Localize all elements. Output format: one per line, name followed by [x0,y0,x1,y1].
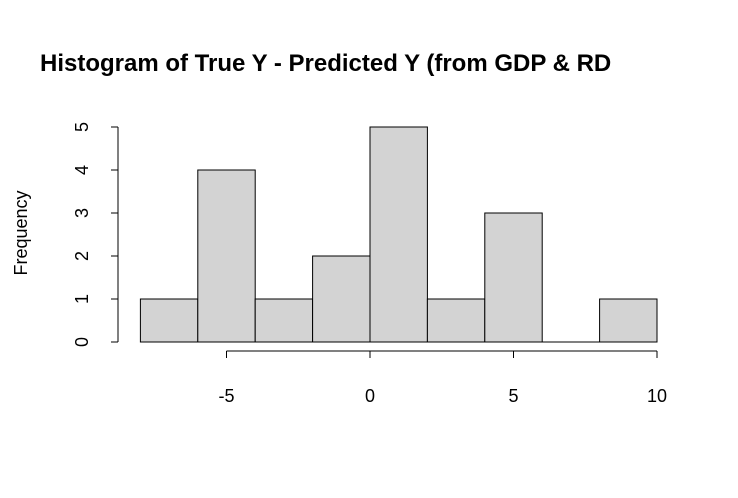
histogram-bar [139,298,199,343]
x-axis: -5 0 5 10 [218,350,667,406]
histogram-bar [197,169,256,343]
y-tick-label: 4 [72,165,92,175]
x-tick-label: 5 [508,386,518,406]
bars-group [139,126,658,343]
y-tick-label: 3 [72,208,92,218]
histogram-bar [484,212,543,343]
histogram-bar [254,298,314,343]
chart-title: Histogram of True Y - Predicted Y (from … [40,50,611,77]
histogram-bar [312,255,371,343]
x-tick-label: 10 [647,386,667,406]
x-tick-label: -5 [218,386,234,406]
y-tick-label: 5 [72,122,92,132]
y-tick-label: 2 [72,251,92,261]
histogram-bar [426,298,486,343]
histogram-bar [369,126,428,343]
y-axis: 0 1 2 3 4 5 [72,122,119,347]
y-tick-label: 0 [72,337,92,347]
y-axis-label: Frequency [11,190,31,275]
x-tick-label: 0 [365,386,375,406]
histogram-bar [599,298,658,343]
y-tick-label: 1 [72,294,92,304]
